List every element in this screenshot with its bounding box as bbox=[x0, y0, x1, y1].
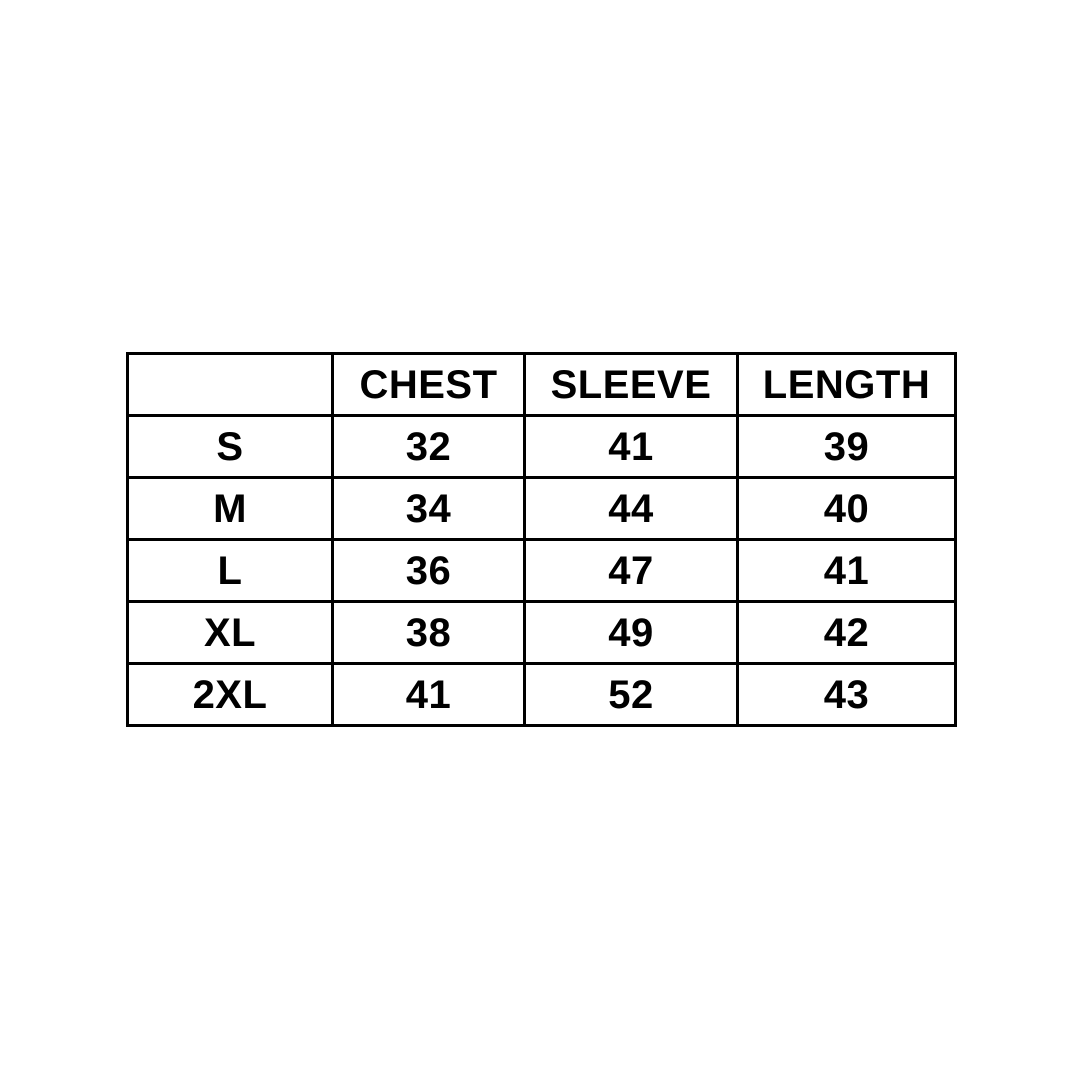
column-header-length: LENGTH bbox=[736, 352, 957, 417]
sleeve-value-cell: 41 bbox=[523, 414, 739, 479]
chest-value-cell: 32 bbox=[331, 414, 526, 479]
corner-header-cell bbox=[126, 352, 334, 417]
column-header-chest: CHEST bbox=[331, 352, 526, 417]
size-chart-table: CHEST SLEEVE LENGTH S 32 41 39 M 34 44 4… bbox=[126, 352, 957, 727]
chest-value-cell: 38 bbox=[331, 600, 526, 665]
column-header-sleeve: SLEEVE bbox=[523, 352, 739, 417]
size-label-cell: L bbox=[126, 538, 334, 603]
length-value-cell: 42 bbox=[736, 600, 957, 665]
sleeve-value-cell: 52 bbox=[523, 662, 739, 727]
table-row-m: M 34 44 40 bbox=[126, 476, 957, 541]
chest-value-cell: 41 bbox=[331, 662, 526, 727]
chest-value-cell: 36 bbox=[331, 538, 526, 603]
length-value-cell: 39 bbox=[736, 414, 957, 479]
size-label-cell: XL bbox=[126, 600, 334, 665]
length-value-cell: 41 bbox=[736, 538, 957, 603]
sleeve-value-cell: 49 bbox=[523, 600, 739, 665]
size-label-cell: M bbox=[126, 476, 334, 541]
sleeve-value-cell: 44 bbox=[523, 476, 739, 541]
table-row-s: S 32 41 39 bbox=[126, 414, 957, 479]
chest-value-cell: 34 bbox=[331, 476, 526, 541]
length-value-cell: 40 bbox=[736, 476, 957, 541]
size-label-cell: S bbox=[126, 414, 334, 479]
sleeve-value-cell: 47 bbox=[523, 538, 739, 603]
table-row-2xl: 2XL 41 52 43 bbox=[126, 662, 957, 727]
table-row-l: L 36 47 41 bbox=[126, 538, 957, 603]
size-label-cell: 2XL bbox=[126, 662, 334, 727]
table-row-xl: XL 38 49 42 bbox=[126, 600, 957, 665]
header-row: CHEST SLEEVE LENGTH bbox=[126, 352, 957, 417]
length-value-cell: 43 bbox=[736, 662, 957, 727]
